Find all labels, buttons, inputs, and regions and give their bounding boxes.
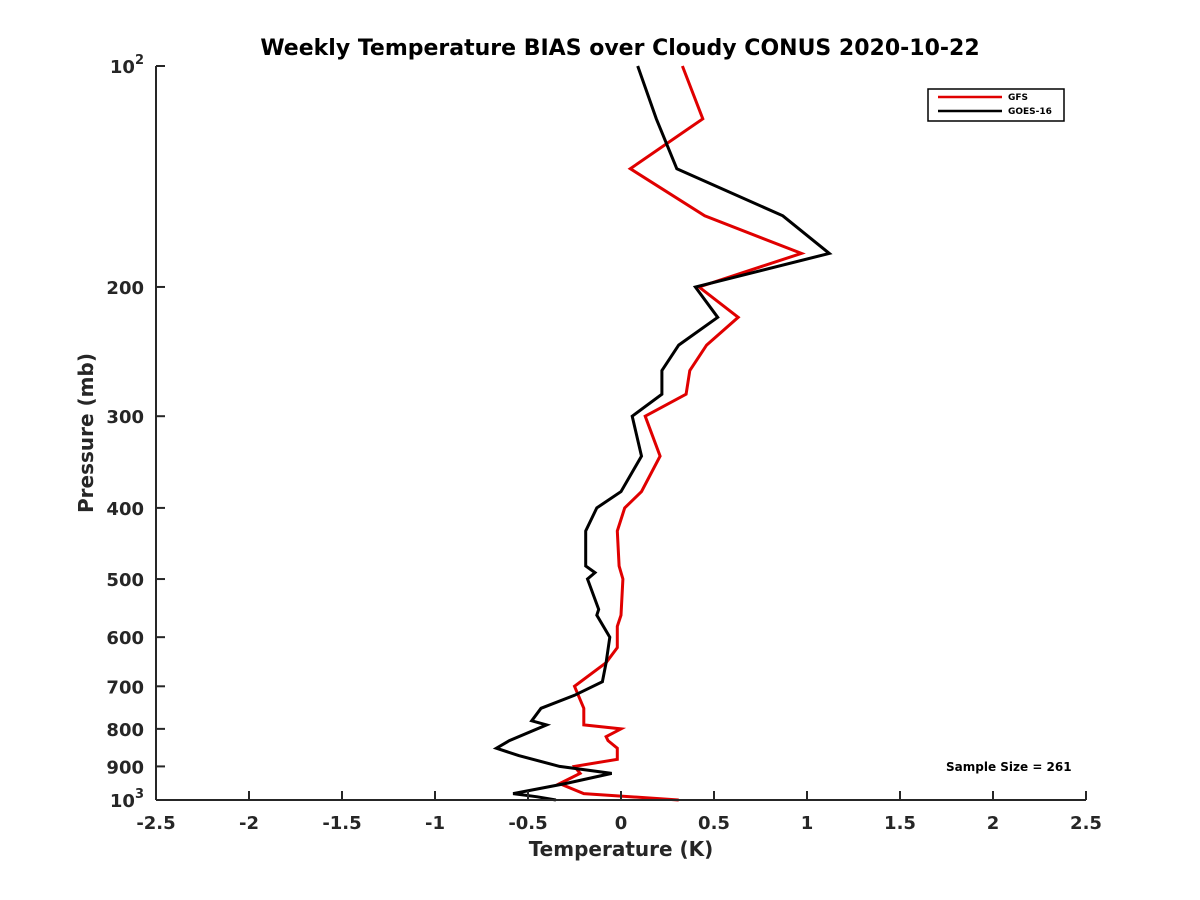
chart-title: Weekly Temperature BIAS over Cloudy CONU… bbox=[260, 36, 979, 61]
x-tick-label: -2 bbox=[239, 813, 259, 834]
y-tick-label-exponent: 2 bbox=[135, 53, 144, 68]
y-tick-label-base: 10 bbox=[110, 57, 135, 78]
legend-box bbox=[927, 88, 1065, 122]
plot-area: -2.5 -2 -1.5 -1 -0.5 0 0.5 1 1.5 2 2.5 10220030040… bbox=[106, 53, 1102, 834]
x-tick-label: 1.5 bbox=[884, 813, 916, 834]
y-tick-label: 500 bbox=[106, 570, 144, 591]
y-tick-label: 200 bbox=[106, 278, 144, 299]
y-tick-label: 600 bbox=[106, 628, 144, 649]
x-tick-label: -1.5 bbox=[322, 813, 361, 834]
y-tick-label: 400 bbox=[106, 499, 144, 520]
x-tick-label: 0 bbox=[615, 813, 628, 834]
legend-label-goes16: GOES-16 bbox=[1008, 107, 1052, 117]
x-tick-label: 0.5 bbox=[698, 813, 730, 834]
series-line-gfs bbox=[555, 65, 806, 802]
plot-background bbox=[156, 66, 1086, 800]
y-tick-label: 103 bbox=[110, 787, 144, 812]
y-tick-label: 900 bbox=[106, 757, 144, 778]
x-tick-label: -0.5 bbox=[508, 813, 547, 834]
y-axis-label: Pressure (mb) bbox=[74, 353, 98, 513]
y-tick-label-exponent: 3 bbox=[135, 787, 144, 802]
x-tick-label: 2.5 bbox=[1070, 813, 1102, 834]
series-line-goes16 bbox=[492, 65, 833, 802]
legend: GFS GOES-16 bbox=[927, 88, 1065, 122]
x-axis-label: Temperature (K) bbox=[529, 837, 714, 861]
sample-size-annotation: Sample Size = 261 bbox=[946, 760, 1072, 774]
y-tick-label: 300 bbox=[106, 407, 144, 428]
x-tick-label: -1 bbox=[425, 813, 445, 834]
y-tick-label: 800 bbox=[106, 720, 144, 741]
x-tick-label: 2 bbox=[987, 813, 1000, 834]
series-layer bbox=[492, 65, 833, 802]
legend-label-gfs: GFS bbox=[1008, 93, 1028, 103]
y-tick-label: 700 bbox=[106, 677, 144, 698]
y-tick-label-base: 10 bbox=[110, 791, 135, 812]
x-ticks: -2.5 -2 -1.5 -1 -0.5 0 0.5 1 1.5 2 2.5 bbox=[136, 791, 1102, 834]
x-tick-label: 1 bbox=[801, 813, 814, 834]
y-tick-label: 102 bbox=[110, 53, 144, 78]
x-tick-label: -2.5 bbox=[136, 813, 175, 834]
